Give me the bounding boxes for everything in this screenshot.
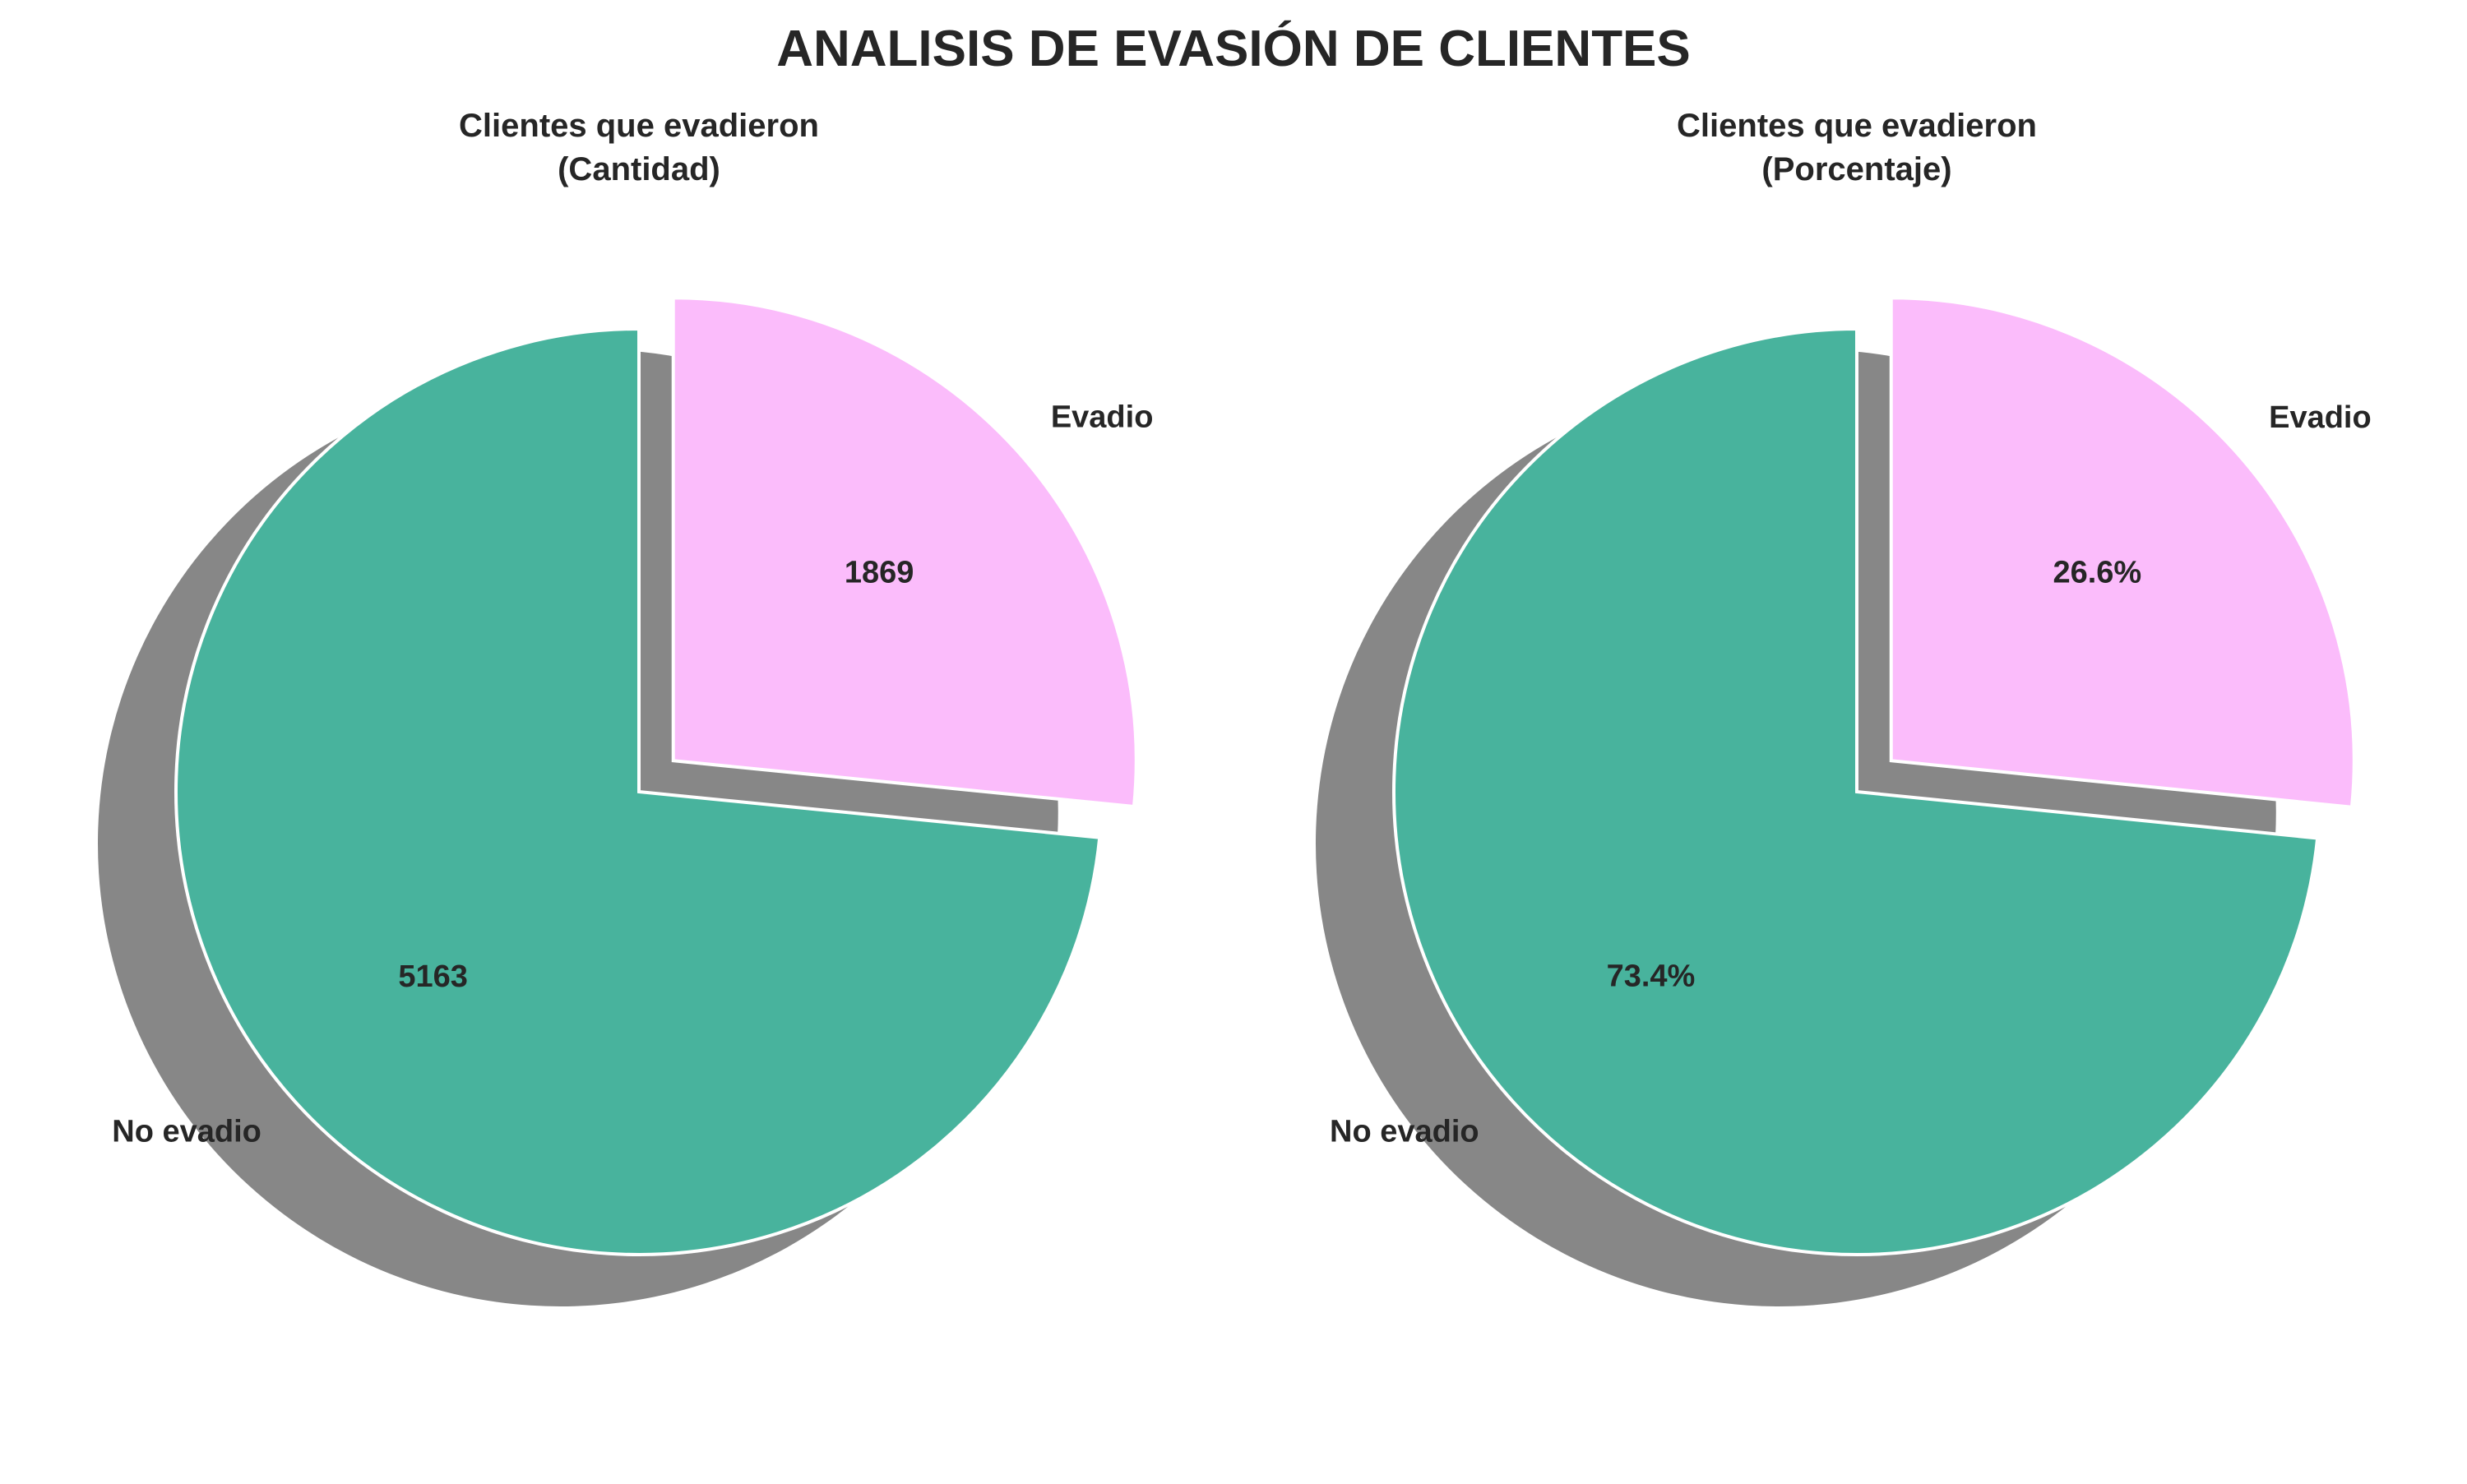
pie-chart-1-title: Clientes que evadieron (Cantidad): [459, 108, 819, 187]
pie-chart-2-slice-1: [1392, 326, 2320, 1256]
pie-chart-2-title: Clientes que evadieron (Porcentaje): [1677, 108, 2037, 187]
pie-chart-1-slice-1: [174, 326, 1102, 1256]
pie-chart-2-category-label-2: Evadio: [2269, 400, 2372, 435]
figure-title: ANALISIS DE EVASIÓN DE CLIENTES: [776, 21, 1691, 77]
pie-chart-2-slice-2: [1889, 296, 2356, 809]
pie-chart-2-category-label-1: No evadio: [1330, 1114, 1479, 1149]
pie-chart-1-slice-2: [671, 296, 1138, 809]
pie-chart-1: Clientes que evadieron (Cantidad) 5163 No e…: [98, 108, 1154, 1307]
pie-chart-1-value-label-1: 5163: [398, 959, 468, 994]
pie-chart-1-category-label-1: No evadio: [112, 1115, 262, 1149]
pie-chart-2: Clientes que evadieron (Porcentaje) 73.4% N…: [1316, 108, 2372, 1307]
pie-chart-1-category-label-2: Evadio: [1051, 400, 1154, 435]
pie-chart-1-value-label-2: 1869: [845, 556, 914, 590]
pie-chart-2-value-label-1: 73.4%: [1607, 959, 1696, 994]
pie-chart-2-value-label-2: 26.6%: [2053, 556, 2141, 590]
pie-charts: Clientes que evadieron (Cantidad) 5163 No e…: [98, 108, 2372, 1307]
